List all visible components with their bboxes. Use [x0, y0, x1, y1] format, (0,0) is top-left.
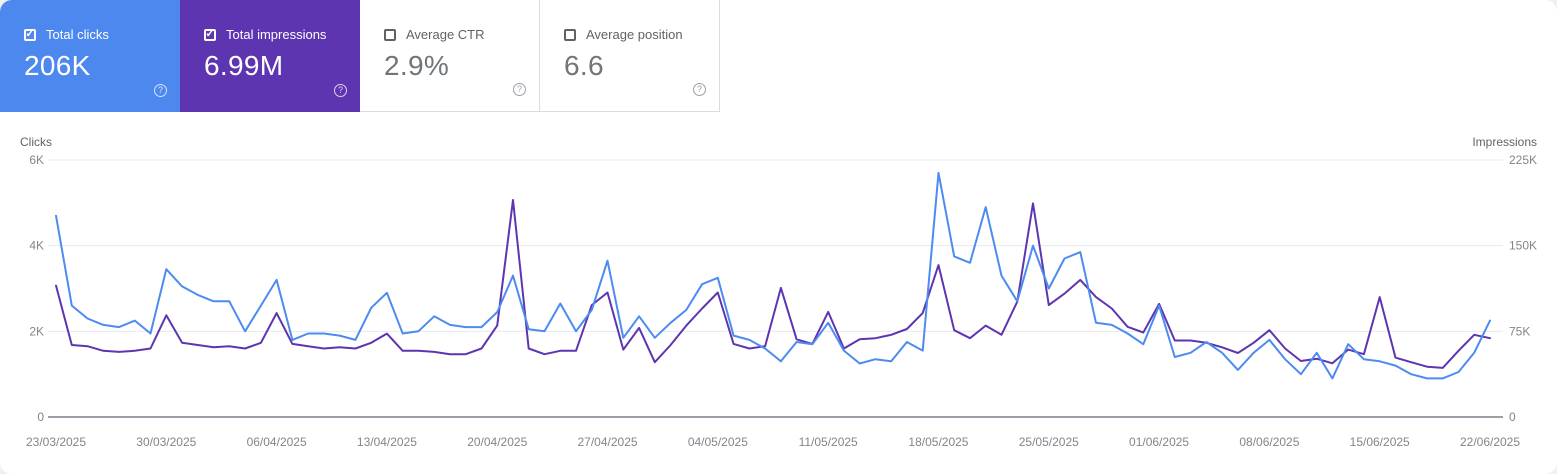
metric-value: 6.99M — [204, 50, 284, 81]
checkbox-unchecked-icon[interactable] — [384, 28, 396, 41]
right-axis-tick: 0 — [1509, 410, 1516, 424]
metric-card-average-ctr[interactable]: Average CTR 2.9% ? — [360, 0, 540, 112]
metric-value: 206K — [24, 50, 91, 81]
checkbox-checked-icon[interactable]: ✓ — [204, 28, 216, 41]
x-axis-date-label: 01/06/2025 — [1129, 435, 1189, 449]
metric-cards-row: ✓ Total clicks 206K ? ✓ Total impression… — [0, 0, 1557, 112]
impressions-line[interactable] — [55, 199, 1491, 369]
left-axis-tick: 4K — [29, 239, 44, 253]
x-axis-date-label: 25/05/2025 — [1019, 435, 1079, 449]
x-axis-date-label: 27/04/2025 — [578, 435, 638, 449]
help-icon[interactable]: ? — [693, 83, 706, 96]
clicks-line[interactable] — [55, 171, 1491, 380]
right-axis-title: Impressions — [1472, 135, 1537, 149]
x-axis-date-label: 04/05/2025 — [688, 435, 748, 449]
checkbox-unchecked-icon[interactable] — [564, 28, 576, 41]
checkbox-checked-icon[interactable]: ✓ — [24, 28, 36, 41]
x-axis-date-label: 06/04/2025 — [247, 435, 307, 449]
metric-card-header: ✓ Total clicks — [24, 27, 180, 42]
metric-label: Average position — [586, 27, 683, 42]
right-axis-tick: 150K — [1509, 239, 1537, 253]
x-axis-date-label: 18/05/2025 — [908, 435, 968, 449]
metric-value: 2.9% — [384, 50, 450, 81]
left-axis-title: Clicks — [20, 135, 52, 149]
metric-card-total-clicks[interactable]: ✓ Total clicks 206K ? — [0, 0, 180, 112]
metric-label: Total impressions — [226, 27, 327, 42]
x-axis-date-label: 23/03/2025 — [26, 435, 86, 449]
metric-card-header: ✓ Total impressions — [204, 27, 360, 42]
x-axis-date-label: 30/03/2025 — [136, 435, 196, 449]
performance-chart-svg[interactable]: 6K 225K 4K 150K 2K 75K 0 0 Clicks Impressions 23/0… — [0, 112, 1557, 474]
x-axis-date-label: 11/05/2025 — [799, 435, 858, 449]
left-axis-tick: 2K — [29, 324, 44, 338]
metric-label: Total clicks — [46, 27, 109, 42]
metric-card-total-impressions[interactable]: ✓ Total impressions 6.99M ? — [180, 0, 360, 112]
x-axis-date-label: 22/06/2025 — [1460, 435, 1520, 449]
metric-card-header: Average CTR — [384, 27, 539, 42]
x-axis-date-label: 20/04/2025 — [467, 435, 527, 449]
help-icon[interactable]: ? — [334, 84, 347, 97]
x-axis-date-label: 13/04/2025 — [357, 435, 417, 449]
right-axis-tick: 225K — [1509, 153, 1537, 167]
metric-value: 6.6 — [564, 50, 604, 81]
performance-chart[interactable]: 6K 225K 4K 150K 2K 75K 0 0 Clicks Impressions 23/0… — [0, 112, 1557, 474]
right-axis-tick: 75K — [1509, 324, 1530, 338]
metric-card-average-position[interactable]: Average position 6.6 ? — [540, 0, 720, 112]
help-icon[interactable]: ? — [513, 83, 526, 96]
metric-card-header: Average position — [564, 27, 719, 42]
left-axis-tick: 0 — [37, 410, 44, 424]
metric-label: Average CTR — [406, 27, 485, 42]
help-icon[interactable]: ? — [154, 84, 167, 97]
left-axis-tick: 6K — [29, 153, 44, 167]
x-axis-date-label: 15/06/2025 — [1350, 435, 1410, 449]
x-axis-date-label: 08/06/2025 — [1239, 435, 1299, 449]
